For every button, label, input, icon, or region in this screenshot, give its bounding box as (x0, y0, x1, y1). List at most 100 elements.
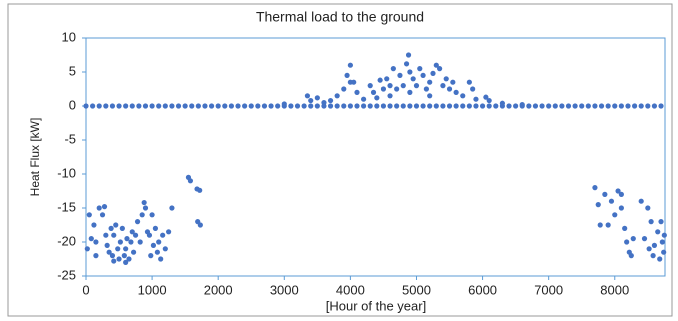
point (483, 94, 489, 100)
point (327, 103, 334, 109)
y-tick-label: -15 (57, 199, 76, 214)
point (166, 229, 172, 235)
chart-border (7, 3, 673, 317)
y-tick-label: -25 (57, 267, 76, 282)
point (202, 103, 208, 109)
point (86, 212, 92, 218)
point (446, 86, 453, 92)
point (146, 232, 153, 238)
point (413, 103, 420, 109)
y-tick-label: -5 (64, 131, 76, 146)
point (612, 103, 618, 109)
x-tick-label: 5000 (402, 282, 431, 297)
point (427, 79, 433, 85)
point (400, 103, 406, 109)
point (479, 103, 486, 109)
point (321, 100, 327, 106)
point (115, 246, 121, 252)
point (354, 103, 360, 109)
point (304, 93, 311, 99)
point (622, 225, 628, 231)
point (93, 239, 99, 245)
point (473, 103, 479, 109)
y-tick-label: 5 (69, 63, 76, 78)
point (638, 198, 644, 204)
point (460, 103, 466, 109)
point (645, 205, 651, 211)
point (423, 86, 429, 92)
point (347, 79, 353, 85)
point (597, 222, 603, 228)
point (394, 103, 400, 109)
point (208, 103, 215, 109)
point (129, 229, 135, 235)
point (443, 76, 449, 82)
point (347, 62, 353, 68)
point (453, 89, 459, 95)
point (625, 103, 631, 109)
x-tick-label: 0 (82, 282, 89, 297)
point (433, 62, 439, 68)
x-tick-label: 6000 (468, 282, 497, 297)
point (417, 66, 423, 72)
point (124, 236, 130, 242)
point (387, 83, 393, 89)
point (572, 103, 578, 109)
point (327, 97, 334, 104)
x-tick-label: 7000 (534, 282, 563, 297)
point (281, 101, 287, 107)
point (84, 246, 90, 252)
point (519, 102, 525, 108)
point (559, 103, 565, 109)
point (618, 103, 624, 109)
point (651, 242, 658, 248)
point (116, 103, 122, 109)
point (121, 253, 127, 259)
point (615, 188, 621, 194)
point (592, 185, 598, 191)
point (104, 242, 110, 248)
point (341, 103, 347, 109)
point (126, 256, 132, 262)
point (397, 72, 403, 78)
point (242, 103, 248, 109)
point (106, 249, 112, 255)
point (156, 239, 162, 245)
point (645, 103, 651, 109)
y-tick-label: -20 (57, 233, 76, 248)
point (182, 103, 188, 109)
point (661, 232, 667, 238)
x-tick-label: 8000 (600, 282, 629, 297)
point (400, 83, 406, 89)
point (187, 178, 194, 184)
point (650, 253, 656, 259)
point (367, 83, 373, 89)
point (275, 103, 281, 109)
point (91, 222, 97, 228)
point (149, 212, 155, 218)
point (228, 103, 235, 109)
point (602, 191, 608, 197)
point (103, 103, 109, 109)
point (466, 79, 472, 85)
point (361, 103, 367, 109)
point (136, 103, 142, 109)
point (618, 191, 624, 197)
point (367, 103, 373, 109)
point (486, 97, 492, 104)
y-tick-label: 10 (62, 29, 76, 44)
point (658, 103, 664, 109)
point (222, 103, 228, 109)
x-tick-label: 1000 (138, 282, 167, 297)
point (657, 256, 663, 262)
point (334, 103, 340, 109)
point (546, 103, 552, 109)
point (641, 236, 648, 242)
point (175, 103, 182, 109)
point (261, 103, 268, 109)
point (154, 249, 160, 255)
point (407, 69, 413, 75)
point (605, 222, 611, 228)
point (648, 219, 654, 225)
